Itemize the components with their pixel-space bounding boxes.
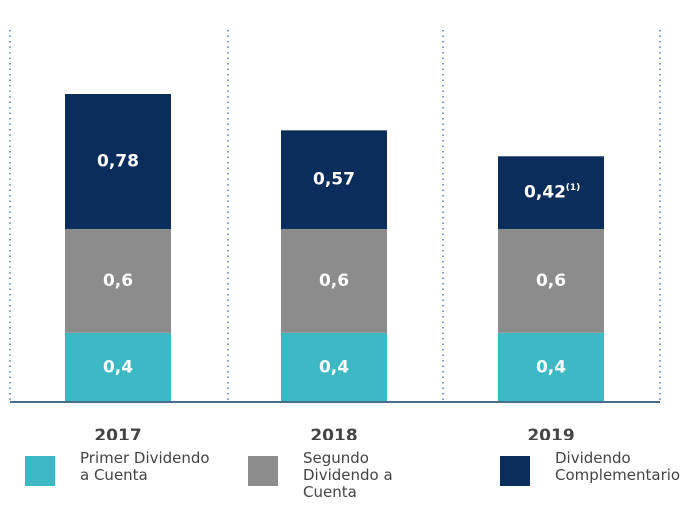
- bar-segment: [65, 228, 171, 333]
- value-label: 0,4: [536, 357, 566, 377]
- value-label: 0,6: [319, 271, 349, 291]
- legend-swatch: [500, 456, 530, 486]
- legend-item: Segundo Dividendo a Cuenta: [248, 450, 443, 501]
- legend-item: Dividendo Complementario: [500, 449, 681, 486]
- bar-segment: [498, 228, 604, 333]
- legend-label: Segundo Dividendo a Cuenta: [303, 449, 393, 501]
- value-label: 0,57: [313, 170, 355, 190]
- legend-label: Primer Dividendo a Cuenta: [80, 449, 210, 484]
- bar-segment: [498, 156, 604, 229]
- bar-segment: [281, 130, 387, 229]
- legend-label: Dividendo Complementario: [555, 449, 681, 484]
- value-label: 0,4: [319, 357, 349, 377]
- x-tick-label: 2017: [94, 426, 141, 440]
- value-label: 0,6: [103, 271, 133, 291]
- x-tick-label: 2018: [310, 426, 357, 440]
- bar-segment: [498, 332, 604, 402]
- x-tick-label: 2019: [527, 426, 574, 440]
- annotation: (1): [566, 183, 581, 193]
- value-label: 0,6: [536, 271, 566, 291]
- value-label: 0,78: [97, 151, 139, 171]
- bar-segment: [281, 228, 387, 333]
- value-label: 0,42: [524, 183, 566, 203]
- legend-swatch: [25, 456, 55, 486]
- plot: 2017 0,4 0,6 0,78 2018 0,4 0,6 0,57 2019 0,4 0,6 0,…: [9, 30, 661, 446]
- bar-segment: [65, 332, 171, 402]
- legend-swatch: [248, 456, 278, 486]
- value-label: 0,4: [103, 357, 133, 377]
- legend-item: Primer Dividendo a Cuenta: [25, 450, 220, 486]
- bar-segment: [65, 94, 171, 229]
- bar-segment: [281, 332, 387, 402]
